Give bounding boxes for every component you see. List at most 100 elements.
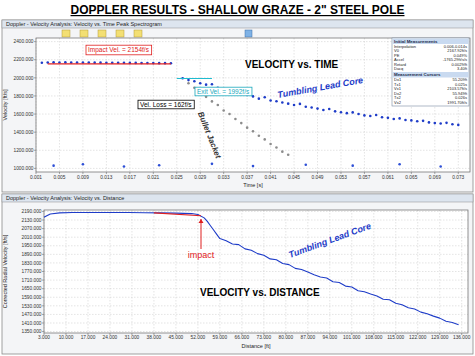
data-point <box>322 109 325 112</box>
toolbar-icon <box>134 30 142 37</box>
x-tick-label: 0.049 <box>312 175 324 180</box>
grid-line <box>44 314 468 315</box>
grid-line <box>36 114 470 115</box>
annotation: Exit Vel. = 1992f/s <box>195 87 252 96</box>
grid-line <box>439 210 440 333</box>
toolbar-icon <box>62 30 70 37</box>
y-tick-label: 1770.000 <box>21 269 41 274</box>
series-line <box>154 213 201 216</box>
x-tick-label: 59.000 <box>213 335 228 340</box>
grid-line <box>82 38 83 172</box>
x-tick-label: 0.033 <box>218 175 230 180</box>
grid-line <box>285 210 286 333</box>
data-point <box>258 97 261 100</box>
x-tick-label: 108.000 <box>365 335 383 340</box>
grid-line <box>395 210 396 333</box>
data-point <box>416 120 419 123</box>
annotation: Vel. Loss = 162f/s <box>138 100 194 109</box>
data-point <box>369 115 372 118</box>
annotation-text: Tumbling Lead Core <box>287 221 372 260</box>
y-tick-label: 1410.000 <box>21 321 41 326</box>
data-point <box>398 163 401 166</box>
x-tick-label: 115.000 <box>387 335 404 340</box>
grid-line <box>223 38 224 172</box>
data-point <box>246 126 249 129</box>
y-tick-label: 1800.000 <box>13 94 33 99</box>
data-point <box>398 117 401 120</box>
x-tick-label: 45.000 <box>169 335 184 340</box>
x-tick-label: 0.073 <box>452 175 464 180</box>
x-tick-label: 0.009 <box>77 175 89 180</box>
y-tick-label: 2070.000 <box>21 226 41 231</box>
grid-line <box>129 38 130 172</box>
annotation-box <box>195 87 252 96</box>
data-point <box>428 121 431 124</box>
data-point <box>299 103 302 106</box>
grid-line <box>153 210 154 333</box>
grid-line <box>44 280 468 281</box>
data-point <box>457 124 460 127</box>
data-point <box>252 165 255 168</box>
data-point <box>158 164 161 167</box>
grid-line <box>461 210 462 333</box>
y-tick-label: 1590.000 <box>21 295 41 300</box>
data-point <box>41 62 44 65</box>
y-tick-label: 1710.000 <box>21 278 41 283</box>
data-point <box>293 104 296 107</box>
data-point <box>434 122 437 125</box>
plot-frame <box>36 38 470 172</box>
x-tick-label: 0.041 <box>265 175 277 180</box>
data-point <box>263 138 266 141</box>
data-point <box>304 106 307 109</box>
x-tick-label: 0.017 <box>124 175 136 180</box>
toolbar-icon <box>116 30 124 37</box>
data-point <box>52 164 55 167</box>
info-panel-key: Dacq <box>394 66 403 71</box>
y-tick-label: 1350.000 <box>21 329 41 334</box>
annotation-text: VELOCITY vs. DISTANCE <box>200 287 320 298</box>
toolbar-icon <box>98 30 106 37</box>
data-point <box>193 80 196 83</box>
grid-line <box>44 271 468 272</box>
data-point <box>439 122 442 125</box>
grid-line <box>44 245 468 246</box>
data-point <box>451 123 454 126</box>
data-point <box>381 116 384 119</box>
y-tick-label: 1650.000 <box>21 286 41 291</box>
data-point <box>211 83 214 86</box>
x-tick-label: 52.000 <box>191 335 206 340</box>
y-axis-label: Corrected Radial Velocity [ft/s] <box>2 234 8 308</box>
data-point <box>410 119 413 122</box>
plot-frame <box>44 210 468 333</box>
annotation: Bullet Jacket <box>196 110 223 159</box>
grid-line <box>200 38 201 172</box>
x-tick-label: 0.029 <box>194 175 206 180</box>
data-point <box>310 106 313 109</box>
y-tick-label: 2400.000 <box>13 39 33 44</box>
data-point <box>328 108 331 111</box>
info-panel <box>392 38 469 106</box>
panel-title: Doppler - Velocity Analysis: Velocity vs… <box>6 21 162 27</box>
grid-line <box>44 331 468 332</box>
data-point <box>187 79 190 82</box>
data-point <box>357 113 360 116</box>
grid-line <box>44 228 468 229</box>
y-tick-label: 1200.000 <box>13 148 33 153</box>
data-group <box>41 61 460 168</box>
grid-line <box>197 210 198 333</box>
data-point <box>228 113 231 116</box>
x-tick-label: 66.000 <box>235 335 250 340</box>
x-tick-label: 17.000 <box>81 335 96 340</box>
y-axis-label: Velocity [ft/s] <box>2 89 8 120</box>
data-point <box>258 134 261 137</box>
data-point <box>340 111 343 114</box>
x-tick-label: 0.069 <box>429 175 441 180</box>
data-point <box>304 163 307 166</box>
x-axis-label: Time [s] <box>243 182 263 188</box>
grid-line <box>44 262 468 263</box>
data-point <box>82 163 85 166</box>
grid-line <box>340 38 341 172</box>
annotation: impact <box>188 219 215 260</box>
grid-line <box>36 168 470 169</box>
data-point <box>346 112 349 115</box>
